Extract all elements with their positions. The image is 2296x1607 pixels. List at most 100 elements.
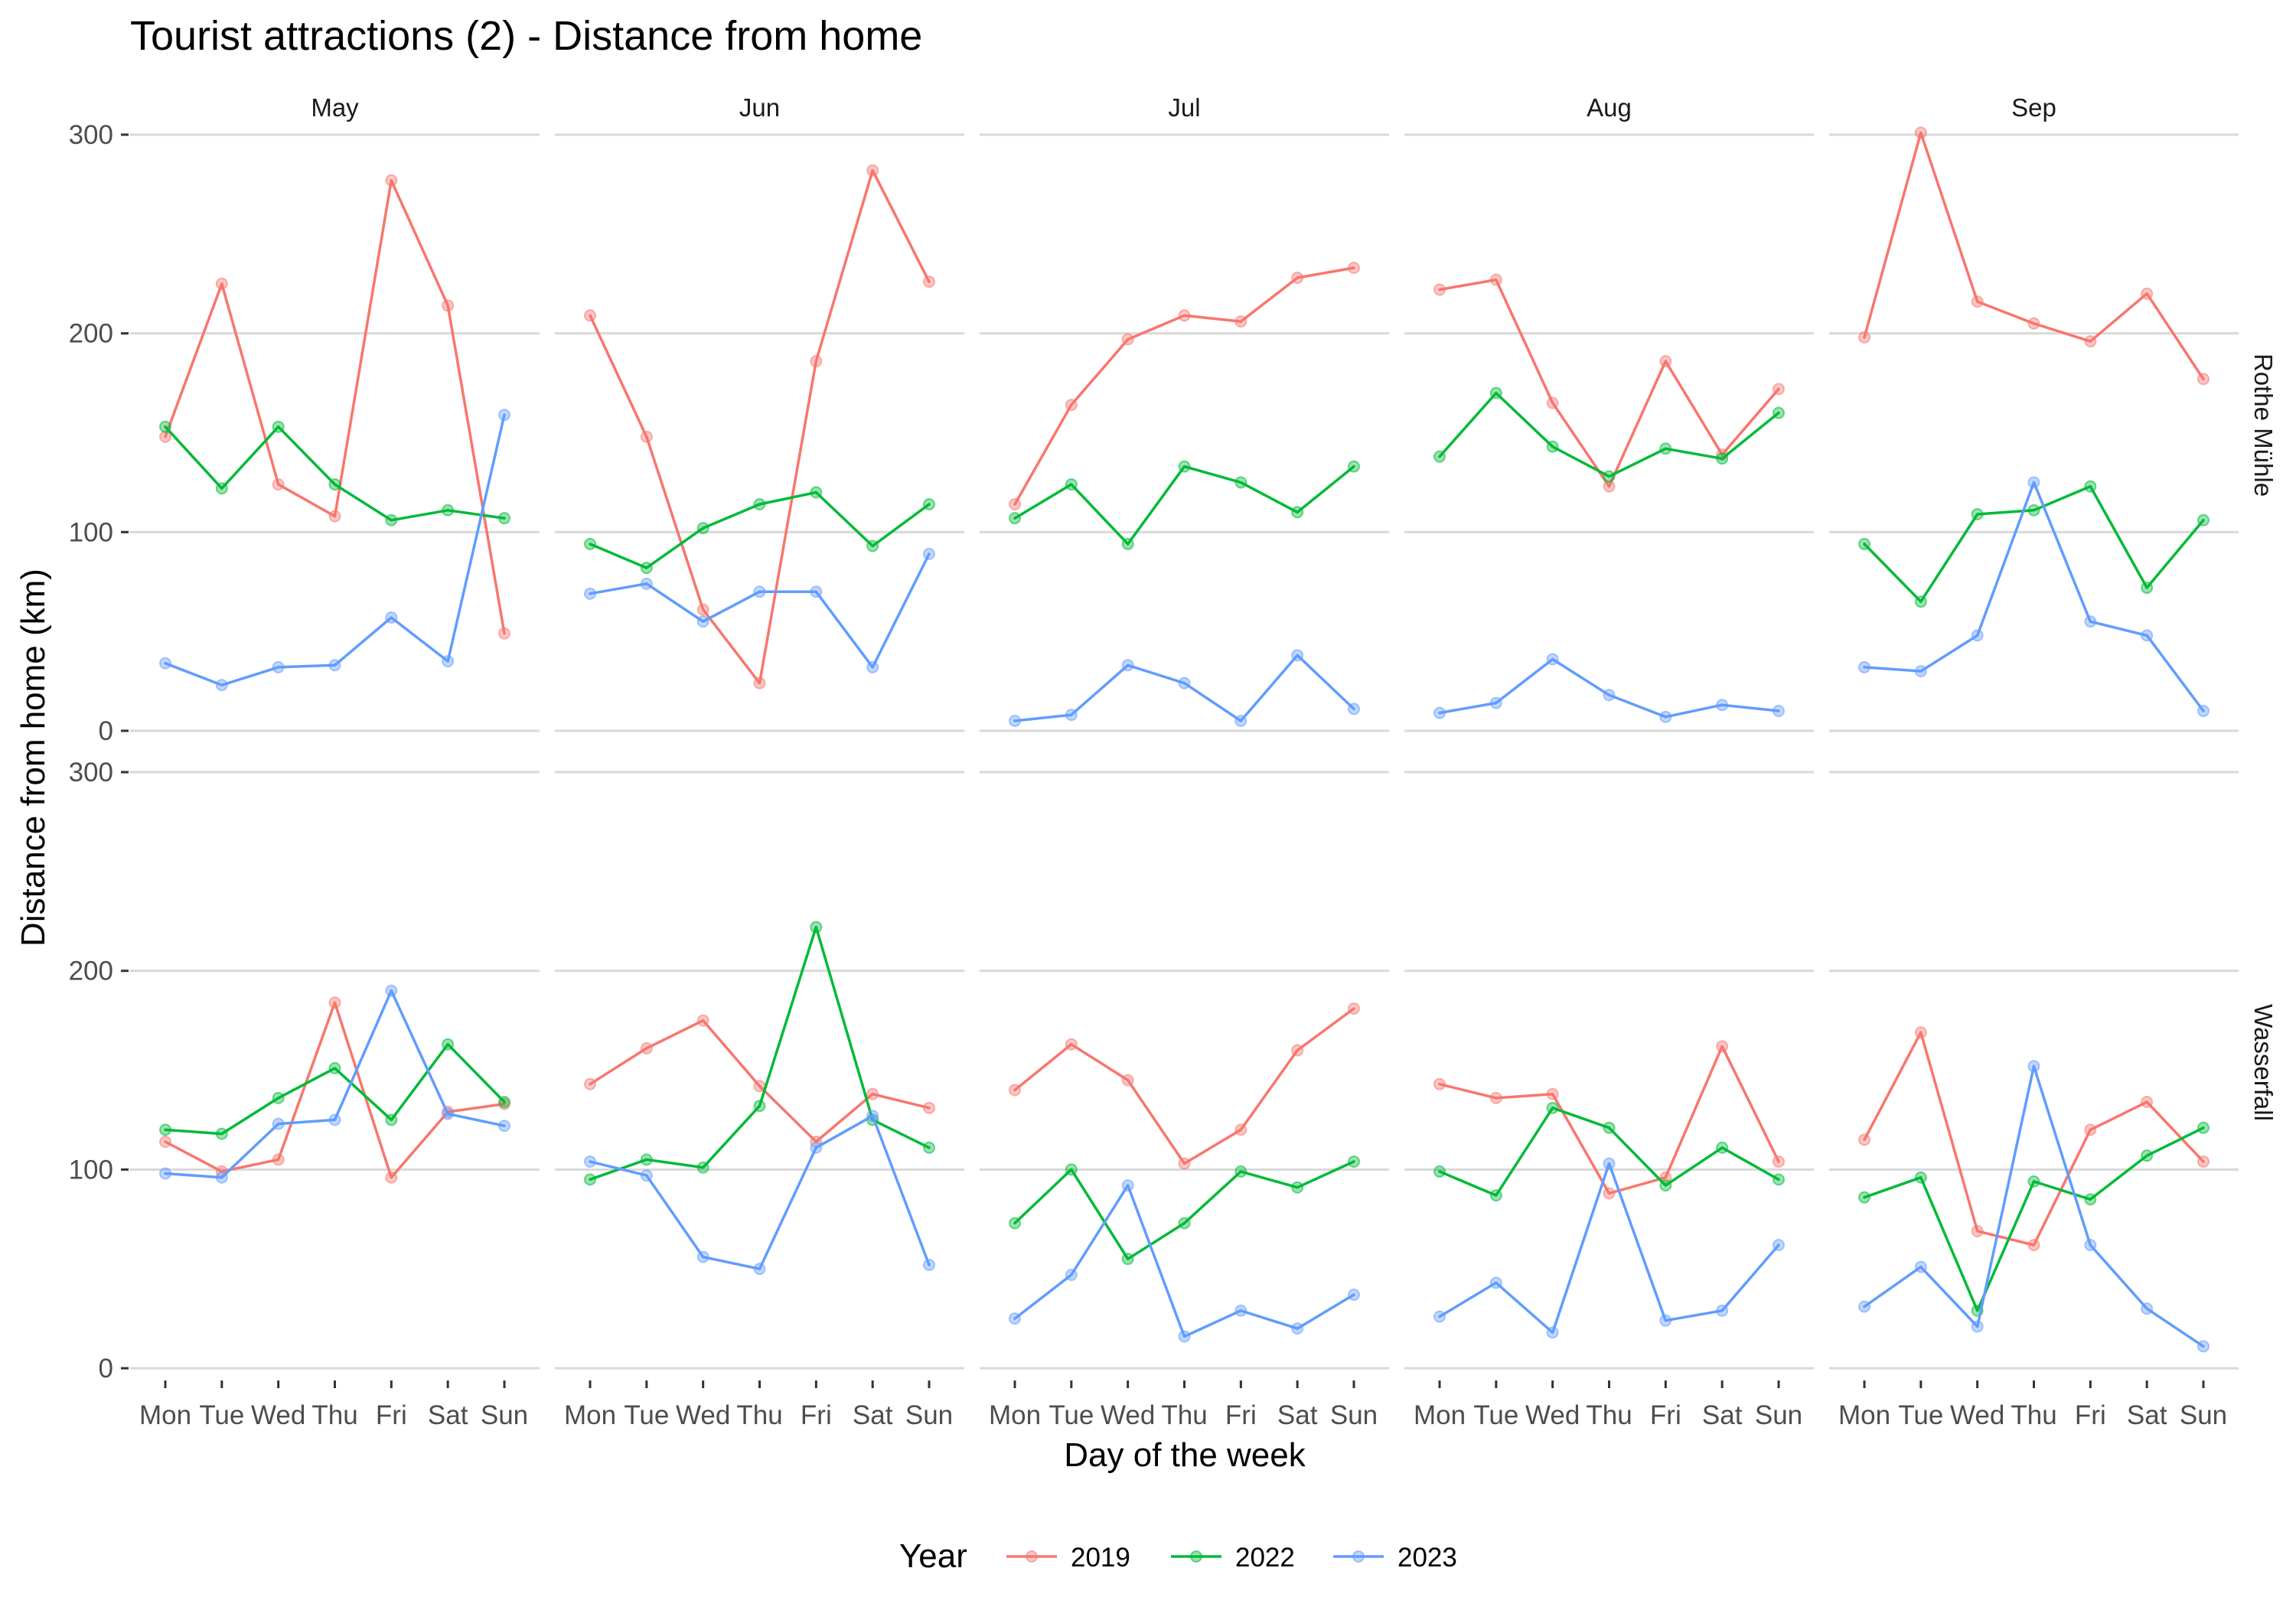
data-point-2023	[1291, 649, 1304, 662]
data-point-2022	[2141, 582, 2154, 595]
x-tick-label: Wed	[676, 1400, 730, 1430]
data-point-2019	[1546, 396, 1559, 409]
data-point-2023	[1603, 689, 1616, 702]
data-point-2023	[1914, 665, 1927, 678]
y-tick-label: 0	[99, 716, 113, 746]
data-point-2022	[1971, 507, 1984, 520]
data-point-2019	[1716, 1040, 1729, 1053]
x-tick-label: Sun	[2180, 1400, 2227, 1430]
row-strips: Rothe Mühle Wasserfall	[2249, 354, 2278, 1121]
data-point-2023	[272, 660, 285, 673]
data-point-2023	[640, 577, 653, 590]
data-point-2022	[385, 513, 398, 526]
x-axis-title: Day of the week	[1064, 1436, 1306, 1474]
row-strip-label: Wasserfall	[2249, 1004, 2278, 1121]
data-point-2023	[272, 1117, 285, 1130]
data-point-2022	[1291, 506, 1304, 519]
x-axis-ticks: Mon Tue Wed Thu Fri Sat Sun Mon Tue Wed Thu Fri Sat S…	[139, 1380, 2227, 1430]
row-strip-label: Rothe Mühle	[2249, 354, 2278, 497]
data-point-2022	[2197, 513, 2210, 526]
data-point-2022	[640, 1153, 653, 1166]
data-point-2022	[328, 1061, 341, 1074]
data-point-2022	[159, 1123, 171, 1136]
series-line-2022	[1438, 391, 1780, 478]
data-point-2023	[1065, 1268, 1078, 1281]
data-point-2023	[2141, 1302, 2154, 1315]
data-point-2022	[1858, 1191, 1870, 1204]
data-point-2022	[640, 562, 653, 575]
series-line-2023	[1438, 1162, 1780, 1335]
y-axis-title: Distance from home (km)	[15, 569, 52, 947]
data-point-2019	[1009, 497, 1021, 510]
series-line-2019	[589, 1019, 931, 1143]
data-point-2022	[498, 512, 510, 525]
data-point-2022	[2027, 504, 2040, 517]
data-point-2023	[696, 615, 709, 628]
data-point-2019	[1348, 261, 1360, 274]
panel-jul-wasserfall	[1009, 1002, 1360, 1343]
data-point-2019	[1178, 1157, 1191, 1170]
data-point-2019	[584, 309, 596, 322]
data-point-2019	[498, 627, 510, 640]
data-point-2023	[1914, 1260, 1927, 1273]
series-line-2022	[589, 491, 931, 569]
data-point-2019	[1121, 1074, 1134, 1087]
data-point-2022	[1716, 1141, 1729, 1154]
series-line-2019	[1863, 1031, 2205, 1247]
data-point-2023	[1773, 1239, 1785, 1252]
data-point-2023	[1121, 1179, 1134, 1192]
x-tick-label: Sun	[1330, 1400, 1378, 1430]
data-point-2023	[1489, 696, 1502, 709]
data-point-2023	[1009, 715, 1021, 728]
data-point-2023	[1971, 1320, 1984, 1333]
panels	[130, 126, 2239, 1370]
data-point-2023	[1971, 629, 1984, 642]
series-line-2022	[164, 425, 506, 522]
data-point-2019	[1178, 309, 1191, 322]
data-point-2023	[1433, 706, 1446, 719]
series-line-2019	[1438, 1045, 1780, 1195]
data-point-2022	[1489, 386, 1502, 399]
data-point-2023	[640, 1169, 653, 1182]
column-strips: May Jun Jul Aug Sep	[311, 93, 2056, 122]
data-point-2019	[1234, 315, 1247, 328]
series-line-2022	[1013, 1160, 1355, 1260]
data-point-2022	[1065, 478, 1078, 491]
data-point-2019	[1858, 331, 1870, 344]
data-point-2019	[1914, 126, 1927, 139]
series-line-2022	[1438, 1107, 1780, 1197]
data-point-2023	[1659, 710, 1672, 723]
data-point-2019	[2197, 373, 2210, 386]
x-tick-label: Tue	[199, 1400, 244, 1430]
data-point-2022	[1914, 1171, 1927, 1184]
data-point-2022	[1914, 595, 1927, 608]
data-point-2022	[1489, 1189, 1502, 1202]
y-tick-label: 100	[69, 517, 113, 547]
data-point-2023	[753, 585, 766, 598]
legend: Year 2019 2022 2023	[899, 1537, 1457, 1575]
data-point-2022	[1659, 1179, 1672, 1192]
data-point-2023	[1065, 709, 1078, 722]
series-line-2022	[1013, 464, 1355, 546]
data-point-2019	[2027, 317, 2040, 330]
data-point-2019	[1773, 383, 1785, 396]
data-point-2023	[810, 585, 823, 598]
panel-aug-wasserfall	[1433, 1040, 1785, 1339]
series-line-2023	[1863, 481, 2205, 712]
x-tick-label: Wed	[251, 1400, 305, 1430]
data-point-2019	[1234, 1123, 1247, 1136]
data-point-2019	[753, 676, 766, 689]
x-tick-label: Sat	[1702, 1400, 1743, 1430]
data-point-2022	[2084, 1193, 2097, 1206]
legend-key-point	[1190, 1550, 1202, 1563]
data-point-2022	[923, 497, 935, 510]
data-point-2022	[1065, 1163, 1078, 1176]
data-point-2022	[1348, 460, 1360, 473]
data-point-2023	[1234, 1304, 1247, 1317]
x-tick-label: Tue	[1473, 1400, 1518, 1430]
data-point-2022	[1603, 1121, 1616, 1134]
data-point-2019	[1009, 1084, 1021, 1097]
x-tick-label: Wed	[1525, 1400, 1580, 1430]
data-point-2023	[2027, 476, 2040, 489]
legend-label-2022: 2022	[1235, 1543, 1295, 1573]
